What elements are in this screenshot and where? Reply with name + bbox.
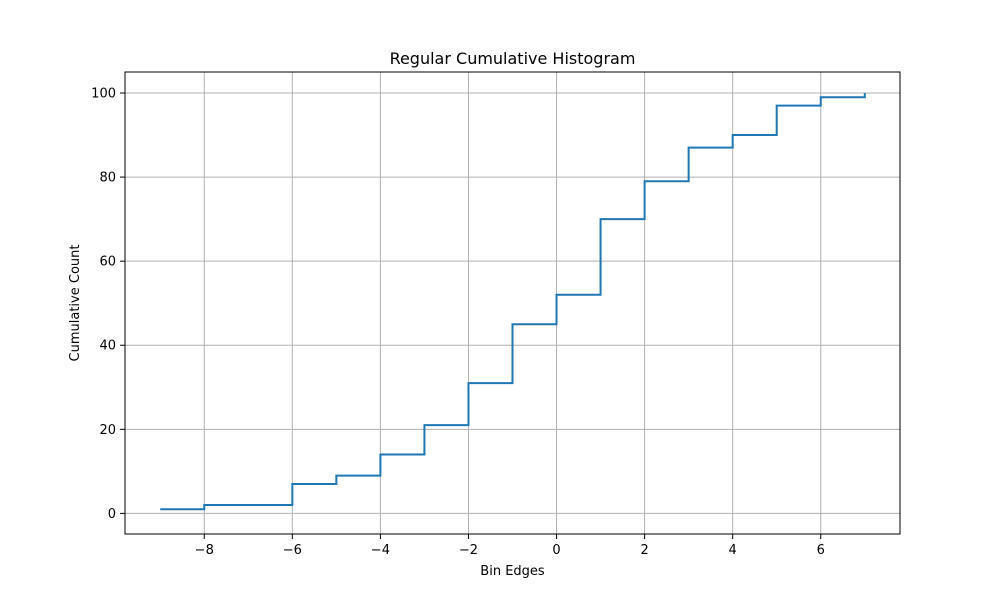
x-tick-label: −2 xyxy=(459,543,478,558)
y-tick-label: 20 xyxy=(99,423,116,438)
chart-title: Regular Cumulative Histogram xyxy=(390,49,636,68)
y-tick-label: 60 xyxy=(99,255,116,270)
y-axis-label: Cumulative Count xyxy=(68,245,83,362)
x-axis-label: Bin Edges xyxy=(480,564,545,579)
x-tick-label: 0 xyxy=(552,543,560,558)
x-tick-label: 4 xyxy=(729,543,737,558)
cumulative-step-line xyxy=(160,93,866,511)
y-tick-label: 100 xyxy=(91,87,116,102)
x-tick-label: −4 xyxy=(371,543,390,558)
data-layer xyxy=(160,93,866,511)
x-tick-label: −8 xyxy=(195,543,214,558)
x-tick-label: −6 xyxy=(283,543,302,558)
grid-layer xyxy=(125,72,900,534)
x-tick-label: 6 xyxy=(817,543,825,558)
y-tick-label: 0 xyxy=(108,507,116,522)
plot-frame xyxy=(124,71,901,535)
y-tick-label: 80 xyxy=(99,171,116,186)
x-tick-label: 2 xyxy=(640,543,648,558)
y-tick-label: 40 xyxy=(99,339,116,354)
